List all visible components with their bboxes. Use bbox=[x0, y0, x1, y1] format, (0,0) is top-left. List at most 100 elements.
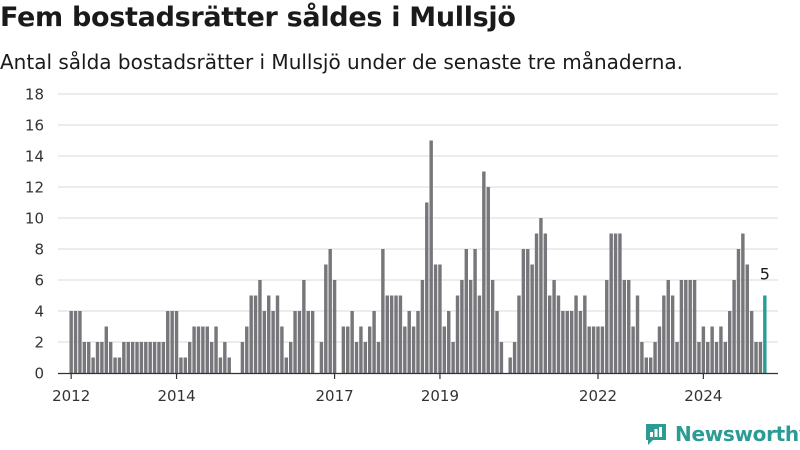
bar bbox=[587, 326, 591, 373]
bar bbox=[144, 342, 148, 373]
x-tick-label: 2024 bbox=[684, 387, 722, 405]
bar bbox=[310, 311, 315, 373]
bar bbox=[605, 280, 609, 373]
bar bbox=[736, 249, 741, 373]
bar bbox=[258, 280, 262, 373]
bar bbox=[73, 311, 78, 373]
bar bbox=[741, 233, 745, 373]
bar bbox=[569, 311, 574, 373]
bar bbox=[403, 326, 407, 373]
bar bbox=[719, 326, 723, 373]
bar bbox=[152, 342, 157, 373]
bar bbox=[407, 311, 411, 373]
bar bbox=[543, 233, 548, 373]
bar bbox=[635, 295, 640, 373]
bar bbox=[482, 171, 486, 373]
bar bbox=[486, 187, 490, 373]
bar bbox=[688, 280, 692, 373]
brand-name: Newsworthy bbox=[675, 422, 800, 446]
bar bbox=[367, 326, 372, 373]
bar bbox=[547, 295, 552, 373]
bar bbox=[714, 342, 719, 373]
bar bbox=[727, 311, 732, 373]
bar bbox=[583, 295, 587, 373]
x-tick-label: 2017 bbox=[315, 387, 353, 405]
bar bbox=[381, 249, 385, 373]
bar bbox=[117, 357, 122, 373]
bar bbox=[192, 326, 196, 373]
y-tick-label: 14 bbox=[25, 148, 44, 166]
bar bbox=[113, 357, 117, 373]
bar bbox=[477, 295, 482, 373]
bar bbox=[468, 280, 473, 373]
bar bbox=[122, 342, 126, 373]
y-tick-label: 16 bbox=[25, 117, 44, 135]
bar bbox=[280, 326, 284, 373]
bar bbox=[455, 295, 460, 373]
bar bbox=[561, 311, 565, 373]
chart-subtitle: Antal sålda bostadsrätter i Mullsjö unde… bbox=[0, 50, 684, 74]
bar bbox=[464, 249, 469, 373]
bars bbox=[69, 140, 767, 373]
bar bbox=[425, 202, 429, 373]
bar bbox=[328, 249, 332, 373]
bar bbox=[363, 342, 368, 373]
bar bbox=[644, 357, 649, 373]
y-tick-label: 2 bbox=[34, 334, 44, 352]
bar bbox=[205, 326, 209, 373]
bar bbox=[209, 342, 214, 373]
bar bbox=[701, 326, 706, 373]
bar bbox=[675, 342, 679, 373]
bar bbox=[275, 295, 280, 373]
bar bbox=[139, 342, 144, 373]
bar bbox=[438, 264, 442, 373]
newsworthy-logo-icon bbox=[646, 424, 666, 445]
bar bbox=[460, 280, 464, 373]
bar bbox=[376, 342, 381, 373]
bar bbox=[87, 342, 91, 373]
x-tick-label: 2014 bbox=[157, 387, 195, 405]
bar bbox=[433, 264, 438, 373]
bar bbox=[732, 280, 736, 373]
bar bbox=[618, 233, 622, 373]
bar bbox=[499, 342, 504, 373]
bar bbox=[710, 326, 714, 373]
bar bbox=[100, 342, 104, 373]
bar bbox=[591, 326, 596, 373]
y-tick-label: 12 bbox=[25, 179, 44, 197]
bar bbox=[135, 342, 139, 373]
bar bbox=[526, 249, 530, 373]
bar bbox=[354, 342, 359, 373]
bar bbox=[223, 342, 227, 373]
bar bbox=[420, 280, 425, 373]
bar bbox=[723, 342, 728, 373]
bar bbox=[631, 326, 635, 373]
bar bbox=[517, 295, 521, 373]
bar bbox=[662, 295, 666, 373]
bar bbox=[324, 264, 328, 373]
bar bbox=[271, 311, 275, 373]
bar bbox=[451, 342, 455, 373]
bar bbox=[622, 280, 627, 373]
bar bbox=[429, 140, 433, 373]
x-tick-label: 2019 bbox=[421, 387, 459, 405]
bar bbox=[684, 280, 688, 373]
bar bbox=[179, 357, 183, 373]
bar bbox=[170, 311, 174, 373]
bar bbox=[218, 357, 223, 373]
bar bbox=[245, 326, 249, 373]
bar bbox=[679, 280, 684, 373]
brand-logo[interactable]: Newsworthy bbox=[644, 420, 800, 448]
bar bbox=[187, 342, 192, 373]
bar bbox=[609, 233, 613, 373]
bar bbox=[490, 280, 495, 373]
bar bbox=[512, 342, 517, 373]
bar bbox=[648, 357, 653, 373]
bar bbox=[227, 357, 231, 373]
bar bbox=[508, 357, 512, 373]
bar bbox=[745, 264, 749, 373]
bar bbox=[385, 295, 389, 373]
bar bbox=[201, 326, 205, 373]
bar bbox=[350, 311, 354, 373]
